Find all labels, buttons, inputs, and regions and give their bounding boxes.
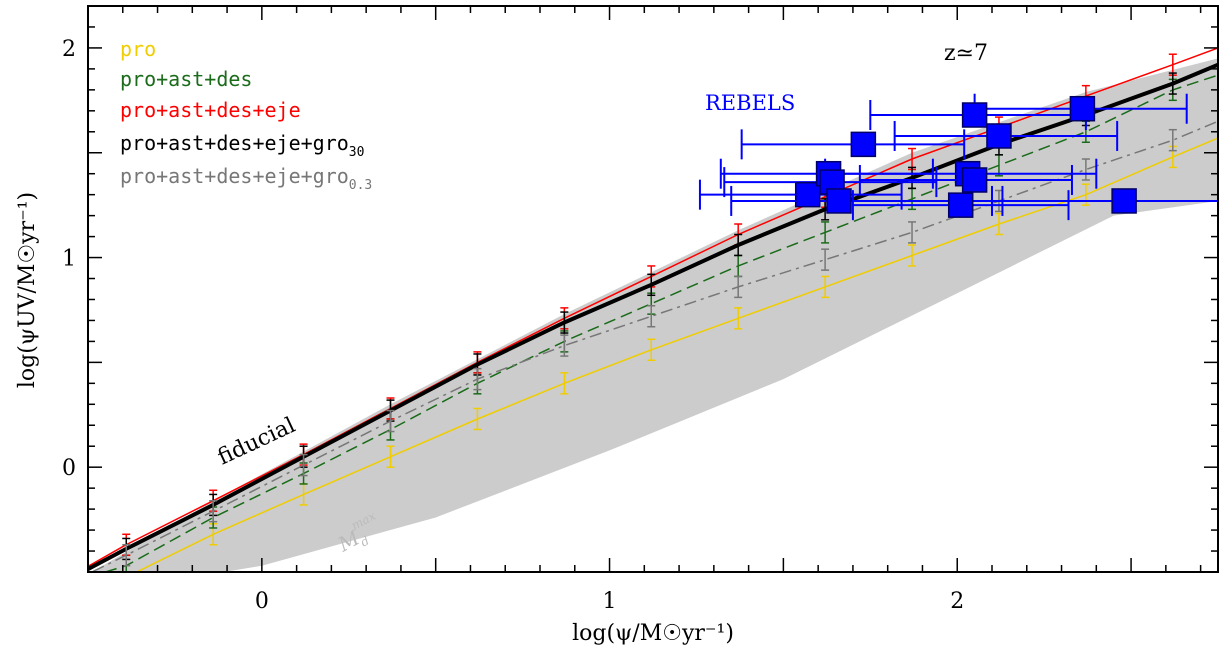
legend-item-gro03-sub: 0.3	[349, 178, 372, 193]
error-bar	[386, 445, 395, 468]
x-tick-label: 0	[255, 589, 269, 614]
rebels-point	[1111, 188, 1137, 214]
y-tick-label: 2	[62, 37, 76, 62]
rebels-point	[850, 131, 877, 158]
error-bar	[647, 273, 656, 297]
error-bar	[647, 338, 656, 362]
plot-area	[88, 47, 1218, 572]
y-tick-label: 1	[62, 247, 76, 272]
rebels-point	[961, 167, 988, 193]
axes: 0 1 2 0 1 2	[62, 5, 1218, 614]
rebels-point	[986, 123, 1012, 149]
legend-item-gro30-sub: 30	[349, 145, 365, 160]
error-bar	[908, 221, 917, 244]
error-bar	[560, 372, 569, 395]
error-bar	[908, 244, 917, 267]
legend-item-gro30: pro+ast+des+eje+gro30	[120, 131, 364, 160]
error-bar	[473, 367, 482, 391]
error-bar	[908, 166, 917, 190]
error-bar	[386, 409, 395, 433]
legend-item-pro-ast-des: pro+ast+des	[120, 67, 252, 91]
rebels-point	[1069, 95, 1096, 122]
y-tick-label: 0	[62, 456, 76, 481]
error-bar	[821, 275, 830, 299]
error-bar	[821, 221, 830, 244]
error-bar	[821, 248, 830, 271]
rebels-label: REBELS	[705, 91, 795, 115]
error-bar	[473, 407, 482, 431]
rebels-point	[826, 188, 852, 214]
error-bar	[299, 453, 308, 477]
x-tick-label: 1	[603, 589, 617, 614]
legend-item-pro-ast-des-eje: pro+ast+des+eje	[120, 98, 301, 122]
error-bar	[209, 499, 218, 523]
error-bar	[560, 311, 569, 334]
plot-frame	[87, 5, 1219, 573]
rebels-points	[698, 93, 1218, 221]
legend-item-pro: pro	[120, 37, 156, 61]
y-axis-title: log(ψUV/M☉yr⁻¹)	[15, 192, 40, 388]
error-bar	[1081, 158, 1090, 181]
x-axis-title: log(ψ/M☉yr⁻¹)	[572, 621, 734, 646]
error-bar	[734, 233, 743, 257]
error-bar	[1168, 128, 1177, 152]
error-bar	[734, 307, 743, 330]
error-bar	[560, 334, 569, 357]
error-bar	[122, 543, 131, 567]
rebels-point	[961, 102, 988, 128]
error-bar	[1168, 72, 1177, 95]
error-bar	[734, 275, 743, 299]
legend-item-gro03: pro+ast+des+eje+gro0.3	[120, 164, 372, 193]
x-tick-label: 2	[950, 589, 964, 614]
legend-item-gro30-label: pro+ast+des+eje+gro	[120, 131, 349, 155]
redshift-label: z≃7	[944, 41, 988, 66]
series-line	[102, 74, 1218, 572]
legend-item-gro03-label: pro+ast+des+eje+gro	[120, 164, 349, 188]
error-bar	[647, 305, 656, 328]
rebels-point	[947, 192, 974, 218]
legend: pro pro+ast+des pro+ast+des+eje pro+ast+…	[120, 37, 372, 193]
